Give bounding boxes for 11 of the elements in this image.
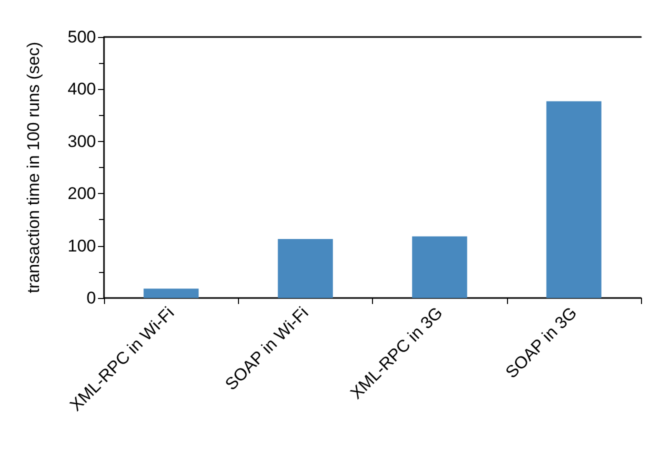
y-tick-label: 400: [68, 80, 96, 99]
y-tick-label: 0: [86, 288, 96, 308]
y-tick-label: 500: [68, 28, 96, 46]
y-tick-label: 200: [68, 184, 96, 204]
bar: [546, 101, 602, 298]
y-axis-title: transaction time in 100 runs (sec): [24, 42, 43, 294]
y-tick-label: 100: [68, 236, 96, 256]
bar: [412, 236, 468, 298]
bar: [278, 239, 333, 298]
y-tick-label: 300: [68, 132, 96, 151]
bar: [144, 288, 199, 298]
